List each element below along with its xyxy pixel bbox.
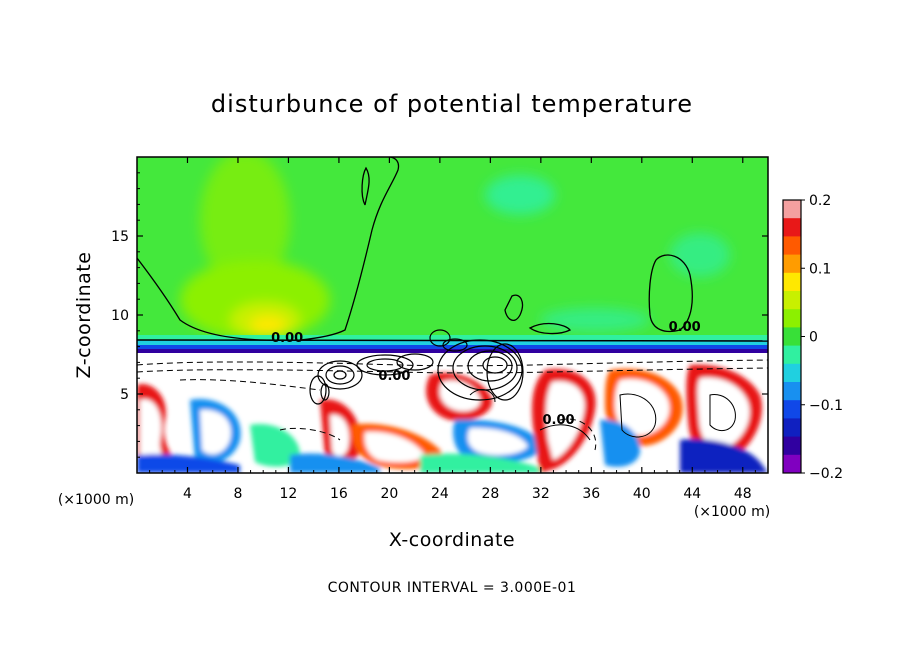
colorbar-segment: [783, 418, 801, 438]
x-axis-unit-label: (×1000 m): [694, 504, 770, 520]
colorbar-tick-label: −0.2: [809, 466, 843, 482]
colorbar-tick-label: −0.1: [809, 398, 843, 414]
colorbar-tick-label: 0.2: [809, 193, 831, 209]
colorbar-segment: [783, 382, 801, 401]
colorbar-segment: [783, 272, 801, 292]
contour-label: 0.00: [542, 413, 574, 428]
x-tick-label: 36: [582, 486, 600, 502]
colorbar-segment: [783, 436, 801, 456]
x-tick-label: 44: [683, 486, 701, 502]
x-origin-unit-label: (×1000 m): [58, 492, 134, 508]
x-tick-label: 4: [183, 486, 192, 502]
colorbar-segment: [783, 236, 801, 256]
contour-label: 0.00: [669, 320, 701, 335]
colorbar-tick-label: 0: [809, 330, 818, 346]
x-tick-label: 20: [380, 486, 398, 502]
x-tick-label: 40: [633, 486, 651, 502]
colorbar-segment: [783, 345, 801, 365]
colorbar-tick-label: 0.1: [809, 261, 831, 277]
x-tick-label: 32: [532, 486, 550, 502]
x-tick-label: 16: [330, 486, 348, 502]
colorbar-segment: [783, 454, 801, 474]
colorbar-segment: [783, 200, 801, 219]
colorbar-segment: [783, 400, 801, 419]
z-axis-title: Z-coordinate: [73, 252, 95, 379]
colorbar-segment: [783, 254, 801, 274]
x-tick-label: 48: [734, 486, 752, 502]
contour-interval-label: CONTOUR INTERVAL = 3.000E-01: [328, 580, 577, 596]
x-axis-title: X-coordinate: [389, 529, 515, 551]
plot-area: 0.00 0.00 0.00 0.00: [137, 157, 768, 473]
z-tick-label: 5: [120, 387, 129, 403]
x-tick-label: 24: [431, 486, 449, 502]
colorbar: 0.2 0.1 0 −0.1 −0.2: [782, 193, 843, 482]
z-tick-label: 15: [111, 229, 129, 245]
dense-contour-cluster: [309, 329, 524, 405]
colorbar-segment: [783, 291, 801, 310]
z-tick-label: 10: [111, 308, 129, 324]
colorbar-segment: [783, 363, 801, 383]
x-tick-label: 28: [481, 486, 499, 502]
colorbar-segment: [783, 218, 801, 237]
colorbar-segment: [783, 327, 801, 347]
colorbar-segment: [783, 309, 801, 328]
contour-lines: [137, 157, 768, 451]
chart-title: disturbunce of potential temperature: [211, 90, 693, 118]
x-axis-ticks: 4 8 12 16 20 24 28 32 36 40 44 48: [149, 157, 756, 502]
contour-label: 0.00: [378, 369, 410, 384]
contour-label: 0.00: [271, 331, 303, 346]
x-tick-label: 8: [233, 486, 242, 502]
z-axis-ticks: 5 10 15: [111, 172, 768, 458]
contour-labels: 0.00 0.00 0.00 0.00: [271, 320, 701, 428]
x-tick-label: 12: [280, 486, 298, 502]
